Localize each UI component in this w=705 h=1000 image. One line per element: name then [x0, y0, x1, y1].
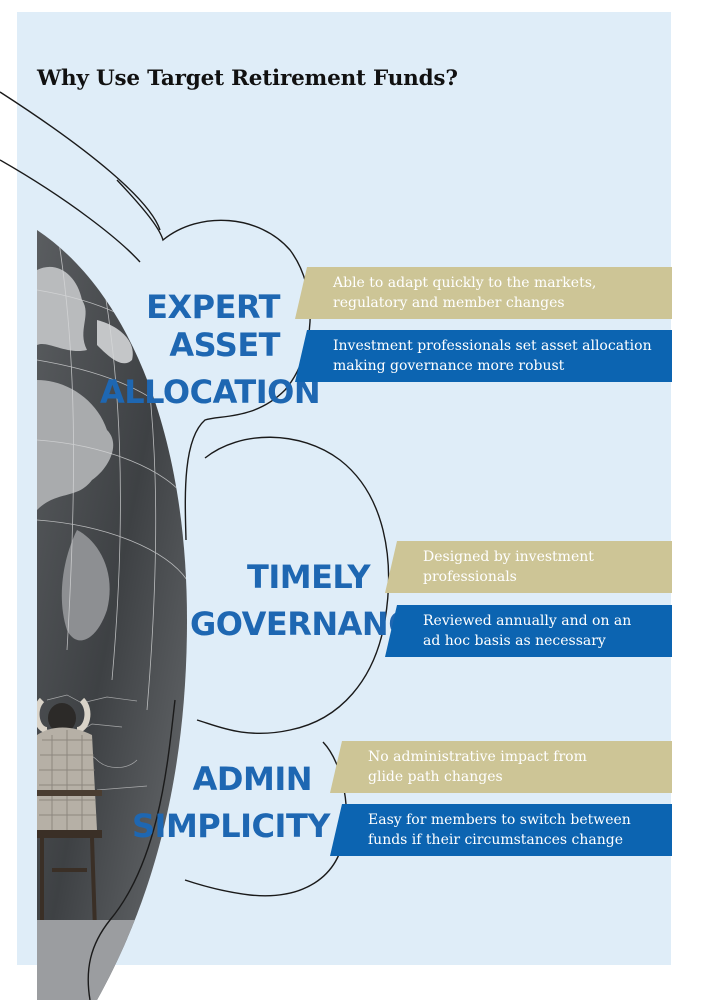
section-heading-expert-asset-allocation: EXPERT ASSET ALLOCATION	[100, 288, 321, 411]
band-line: Designed by investment	[423, 549, 594, 565]
section-heading-timely-governance: TIMELY GOVERNANCE	[190, 558, 433, 643]
globe-chalkboard-photo	[37, 230, 187, 1000]
band-line: glide path changes	[368, 769, 503, 785]
band-line: making governance more robust	[333, 358, 565, 374]
page-title: Why Use Target Retirement Funds?	[37, 66, 458, 91]
heading-line: ADMIN	[192, 760, 313, 798]
point-band: Reviewed annually and on an ad hoc basis…	[385, 605, 672, 657]
band-line: Reviewed annually and on an	[423, 613, 632, 629]
band-line: funds if their circumstances change	[368, 832, 624, 848]
heading-line: TIMELY	[246, 558, 371, 596]
heading-line: ALLOCATION	[100, 373, 321, 411]
heading-line: GOVERNANCE	[190, 605, 433, 643]
band-line: Investment professionals set asset alloc…	[333, 338, 652, 354]
heading-line: SIMPLICITY	[132, 807, 330, 845]
point-band: Easy for members to switch between funds…	[330, 804, 672, 856]
point-band: Able to adapt quickly to the markets, re…	[295, 267, 672, 319]
point-band: Designed by investment professionals	[385, 541, 672, 593]
band-line: professionals	[423, 569, 517, 585]
band-line: regulatory and member changes	[333, 295, 565, 311]
heading-line: EXPERT ASSET	[146, 288, 280, 364]
band-line: No administrative impact from	[368, 749, 587, 765]
point-band: No administrative impact from glide path…	[330, 741, 672, 793]
band-line: Able to adapt quickly to the markets,	[333, 275, 597, 291]
section-heading-admin-simplicity: ADMIN SIMPLICITY	[132, 760, 330, 845]
band-line: Easy for members to switch between	[368, 812, 631, 828]
point-band: Investment professionals set asset alloc…	[295, 330, 672, 382]
band-line: ad hoc basis as necessary	[423, 633, 606, 649]
